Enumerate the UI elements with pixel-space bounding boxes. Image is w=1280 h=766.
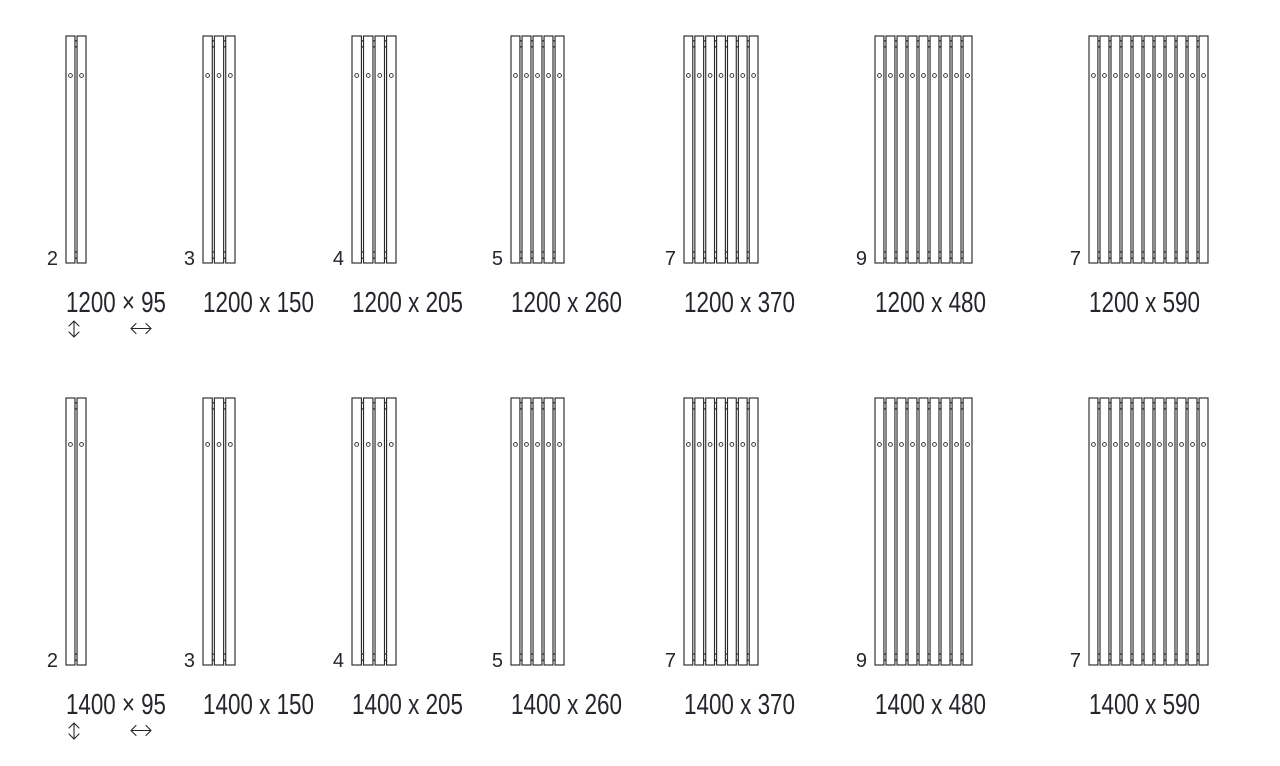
svg-text:1200 x 260: 1200 x 260: [511, 287, 622, 319]
svg-text:1200 x 370: 1200 x 370: [684, 287, 795, 319]
svg-text:1200 x 205: 1200 x 205: [352, 287, 463, 319]
svg-text:9: 9: [856, 650, 867, 672]
svg-text:1200 x 150: 1200 x 150: [203, 287, 314, 319]
svg-text:7: 7: [665, 248, 676, 270]
svg-text:7: 7: [1070, 650, 1081, 672]
svg-text:1200 x 480: 1200 x 480: [875, 287, 986, 319]
svg-text:1400 × 95: 1400 × 95: [66, 689, 166, 721]
svg-text:7: 7: [1070, 248, 1081, 270]
svg-text:9: 9: [856, 248, 867, 270]
svg-text:3: 3: [184, 248, 195, 270]
svg-text:1400 x 205: 1400 x 205: [352, 689, 463, 721]
svg-text:3: 3: [184, 650, 195, 672]
svg-text:1400 x 590: 1400 x 590: [1089, 689, 1200, 721]
svg-text:7: 7: [665, 650, 676, 672]
svg-text:5: 5: [492, 248, 503, 270]
svg-text:1400 x 370: 1400 x 370: [684, 689, 795, 721]
svg-text:5: 5: [492, 650, 503, 672]
svg-text:4: 4: [333, 650, 344, 672]
svg-text:1200 x 590: 1200 x 590: [1089, 287, 1200, 319]
svg-text:1400 x 480: 1400 x 480: [875, 689, 986, 721]
svg-text:2: 2: [47, 650, 58, 672]
svg-text:1200 × 95: 1200 × 95: [66, 287, 166, 319]
svg-text:2: 2: [47, 248, 58, 270]
svg-text:4: 4: [333, 248, 344, 270]
svg-text:1400 x 150: 1400 x 150: [203, 689, 314, 721]
svg-text:1400 x 260: 1400 x 260: [511, 689, 622, 721]
